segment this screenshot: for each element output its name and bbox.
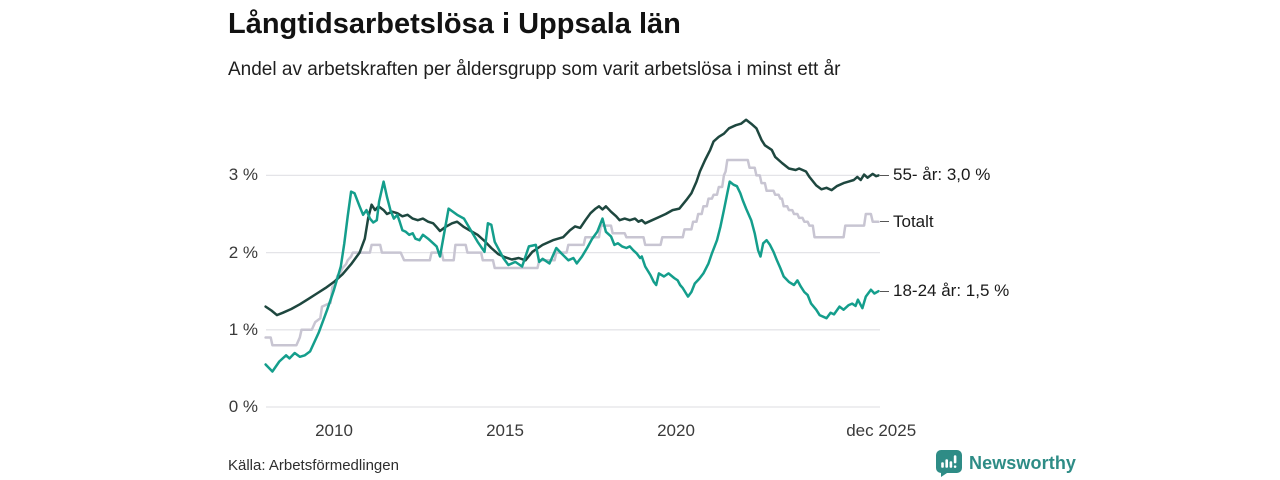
- x-tick-label: 2020: [657, 421, 695, 440]
- series-line-18-24-ar: [264, 180, 880, 373]
- x-tick-label: dec 2025: [846, 421, 917, 440]
- y-tick-label: 1 %: [228, 319, 258, 339]
- newsworthy-logo-icon: [936, 450, 962, 477]
- series-line-55-ar: [264, 118, 880, 317]
- series-end-label-18-24-ar: 18-24 år: 1,5 %: [880, 280, 1009, 302]
- source-note: Källa: Arbetsförmedlingen: [228, 457, 399, 474]
- series-end-label-55-ar: 55- år: 3,0 %: [880, 164, 990, 186]
- series-line-totalt: [264, 158, 880, 347]
- brand-name: Newsworthy: [969, 453, 1077, 473]
- x-tick-label: 2010: [315, 421, 353, 440]
- x-tick-label: 2015: [486, 421, 524, 440]
- end-label-dash: [880, 174, 889, 176]
- end-label-text: 18-24 år: 1,5 %: [893, 281, 1010, 301]
- end-label-dash: [880, 221, 889, 223]
- end-label-dash: [880, 290, 889, 292]
- end-label-text: 55- år: 3,0 %: [893, 165, 991, 185]
- y-tick-label: 0 %: [228, 397, 258, 416]
- chart-subtitle: Andel av arbetskraften per åldersgrupp s…: [228, 59, 841, 80]
- brand: Newsworthy: [936, 450, 1076, 477]
- page-title: Långtidsarbetslösa i Uppsala län: [228, 8, 681, 40]
- y-tick-label: 2 %: [228, 242, 258, 262]
- y-tick-label: 3 %: [228, 165, 258, 185]
- end-label-text: Totalt: [893, 211, 934, 231]
- series-end-label-totalt: Totalt: [880, 211, 934, 233]
